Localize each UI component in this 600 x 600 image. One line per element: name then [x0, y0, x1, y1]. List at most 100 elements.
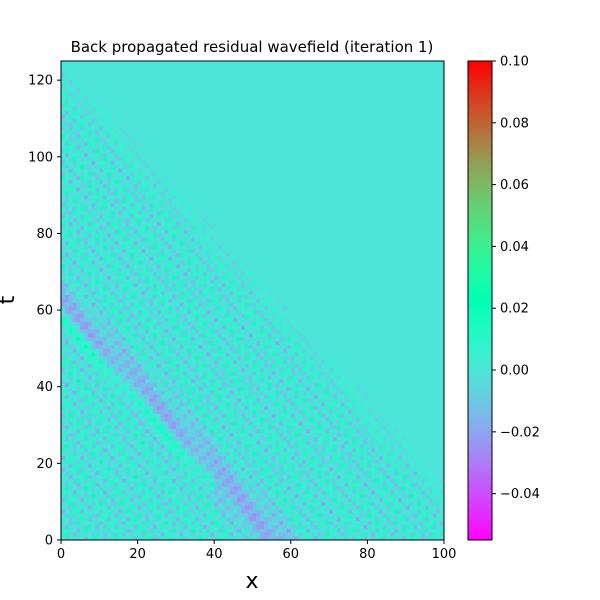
heatmap-cell	[61, 494, 66, 499]
heatmap-cell	[252, 279, 257, 284]
heatmap-cell	[152, 413, 158, 418]
heatmap-cell	[64, 352, 69, 357]
heatmap-cell	[168, 497, 173, 502]
heatmap-cell	[256, 367, 261, 372]
heatmap-cell	[122, 152, 127, 158]
heatmap-cell	[248, 497, 253, 502]
heatmap-cell	[145, 298, 150, 303]
heatmap-cell	[122, 451, 127, 456]
heatmap-cell	[106, 425, 112, 430]
heatmap-cell	[168, 271, 173, 276]
heatmap-cell	[229, 448, 234, 453]
heatmap-cell	[160, 352, 165, 357]
heatmap-cell	[160, 313, 165, 319]
heatmap-cell	[229, 382, 234, 388]
heatmap-cell	[179, 402, 184, 407]
heatmap-cell	[156, 417, 161, 422]
heatmap-cell	[61, 428, 66, 434]
heatmap-cell	[152, 310, 158, 315]
heatmap-cell	[91, 513, 96, 518]
heatmap-cell	[83, 520, 89, 525]
heatmap-cell	[241, 264, 246, 269]
heatmap-cell	[122, 187, 127, 192]
heatmap-cell	[118, 168, 123, 173]
heatmap-cell	[160, 237, 165, 242]
heatmap-cell	[198, 428, 204, 434]
heatmap-cell	[221, 440, 226, 445]
heatmap-cell	[168, 459, 173, 464]
heatmap-cell	[68, 221, 73, 227]
heatmap-cell	[175, 463, 181, 468]
heatmap-cell	[145, 313, 150, 319]
heatmap-cell	[187, 413, 192, 418]
heatmap-cell	[149, 160, 154, 165]
heatmap-cell	[133, 398, 138, 403]
heatmap-cell	[103, 340, 108, 345]
heatmap-cell	[179, 421, 184, 426]
heatmap-cell	[72, 402, 77, 407]
heatmap-cell	[72, 417, 77, 422]
heatmap-cell	[64, 72, 69, 77]
heatmap-cell	[114, 363, 119, 368]
heatmap-cell	[160, 317, 165, 322]
heatmap-cell	[122, 405, 127, 411]
heatmap-cell	[129, 501, 135, 506]
heatmap-cell	[76, 206, 81, 211]
heatmap-cell	[99, 271, 104, 276]
heatmap-cell	[122, 440, 127, 445]
heatmap-cell	[68, 413, 73, 418]
heatmap-cell	[106, 271, 112, 276]
heatmap-cell	[95, 172, 100, 177]
heatmap-cell	[210, 386, 215, 391]
heatmap-cell	[126, 241, 131, 246]
heatmap-cell	[210, 520, 215, 525]
heatmap-cell	[160, 425, 165, 430]
heatmap-cell	[168, 264, 173, 269]
heatmap-cell	[160, 409, 165, 414]
heatmap-cell	[164, 237, 169, 242]
heatmap-cell	[64, 225, 69, 230]
heatmap-cell	[233, 367, 238, 372]
heatmap-cell	[68, 432, 73, 437]
heatmap-cell	[95, 455, 100, 460]
heatmap-cell	[160, 436, 165, 441]
heatmap-cell	[137, 413, 142, 418]
heatmap-cell	[106, 198, 112, 204]
heatmap-cell	[183, 486, 188, 491]
heatmap-cell	[118, 444, 123, 449]
heatmap-cell	[214, 390, 219, 395]
heatmap-cell	[83, 379, 89, 384]
heatmap-cell	[95, 210, 100, 215]
heatmap-cell	[80, 356, 85, 361]
heatmap-cell	[99, 333, 104, 338]
heatmap-cell	[106, 478, 112, 483]
heatmap-cell	[103, 428, 108, 434]
heatmap-cell	[80, 172, 85, 177]
heatmap-cell	[241, 448, 246, 453]
heatmap-cell	[168, 405, 173, 411]
heatmap-cell	[152, 191, 158, 196]
heatmap-cell	[110, 164, 115, 169]
heatmap-cell	[137, 363, 142, 368]
heatmap-cell	[83, 275, 89, 280]
heatmap-cell	[106, 532, 112, 537]
heatmap-cell	[83, 172, 89, 177]
heatmap-cell	[156, 517, 161, 522]
heatmap-cell	[76, 386, 81, 391]
heatmap-cell	[214, 482, 219, 487]
heatmap-cell	[156, 283, 161, 288]
heatmap-cell	[187, 444, 192, 449]
heatmap-cell	[248, 417, 253, 422]
heatmap-cell	[141, 463, 146, 468]
heatmap-cell	[218, 375, 223, 380]
heatmap-cell	[110, 252, 115, 257]
heatmap-cell	[160, 310, 165, 315]
heatmap-cell	[133, 524, 138, 529]
heatmap-cell	[164, 520, 169, 525]
heatmap-cell	[256, 490, 261, 495]
heatmap-cell	[80, 218, 85, 223]
heatmap-cell	[72, 425, 77, 430]
heatmap-cell	[149, 528, 154, 533]
heatmap-cell	[91, 405, 96, 411]
